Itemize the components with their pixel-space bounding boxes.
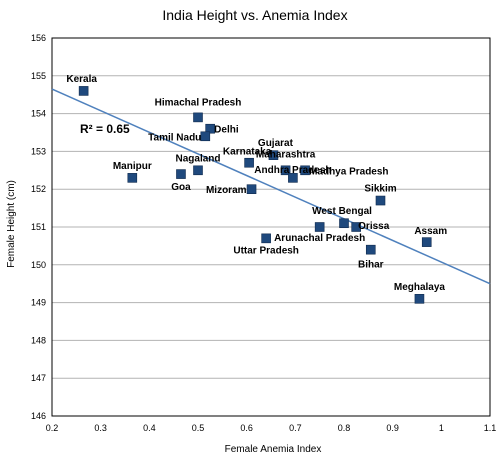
- data-point: [280, 165, 291, 176]
- point-label: Bihar: [358, 260, 384, 271]
- y-tick-label: 150: [31, 260, 46, 270]
- y-tick-label: 148: [31, 335, 46, 345]
- y-tick-label: 149: [31, 298, 46, 308]
- data-point: [200, 131, 211, 142]
- x-tick-label: 0.6: [240, 423, 253, 433]
- data-point: [78, 86, 89, 96]
- r-squared-annotation: R² = 0.65: [80, 122, 130, 136]
- point-label: Uttar Pradesh: [233, 245, 299, 256]
- data-points: [78, 86, 432, 304]
- point-label: Nagaland: [175, 153, 220, 164]
- chart-title: India Height vs. Anemia Index: [162, 7, 347, 23]
- y-tick-label: 151: [31, 222, 46, 232]
- y-tick-label: 156: [31, 33, 46, 43]
- point-label: Gujarat: [258, 138, 294, 149]
- point-label: Tamil Nadu: [148, 132, 201, 143]
- data-point: [414, 294, 425, 304]
- point-label: West Bengal: [312, 206, 372, 217]
- point-label: Arunachal Pradesh: [274, 233, 365, 244]
- point-label: Delhi: [214, 125, 239, 136]
- x-tick-label: 0.8: [338, 423, 351, 433]
- point-label: Karnataka: [223, 147, 272, 158]
- x-tick-label: 0.7: [289, 423, 302, 433]
- trendline: [51, 88, 491, 285]
- x-tick-label: 0.4: [143, 423, 156, 433]
- data-point: [339, 218, 349, 229]
- data-point: [246, 184, 257, 194]
- x-tick-label: 1: [439, 423, 444, 433]
- point-label: Himachal Pradesh: [155, 97, 242, 108]
- y-tick-label: 155: [31, 71, 46, 81]
- point-label: Maharashtra: [256, 149, 316, 160]
- x-tick-label: 1.1: [484, 423, 497, 433]
- data-point: [193, 112, 203, 123]
- point-label: Sikkim: [364, 184, 396, 195]
- y-tick-label: 147: [31, 373, 46, 383]
- data-point: [421, 237, 432, 247]
- x-tick-label: 0.9: [386, 423, 399, 433]
- x-axis-title: Female Anemia Index: [225, 444, 322, 455]
- x-tick-label: 0.3: [94, 423, 107, 433]
- point-label: Mizoram: [206, 185, 247, 196]
- point-label: Orissa: [358, 221, 390, 232]
- point-labels: Kerala Himachal Pradesh Delhi Tamil Nadu Guj…: [66, 74, 447, 293]
- data-point: [288, 173, 298, 183]
- y-tick-label: 153: [31, 146, 46, 156]
- data-point: [314, 222, 325, 232]
- x-tick-labels: 0.2 0.3 0.4 0.5 0.6 0.7 0.8 0.9 1 1.1: [46, 423, 497, 433]
- data-point: [375, 195, 386, 206]
- data-point: [205, 123, 215, 134]
- data-point: [244, 157, 254, 168]
- x-tick-label: 0.2: [46, 423, 59, 433]
- y-tick-label: 154: [31, 109, 46, 119]
- point-label: Andhra Pradesh: [254, 165, 331, 176]
- point-label: Manipur: [113, 161, 152, 172]
- data-point: [365, 244, 376, 255]
- point-label: Meghalaya: [394, 282, 446, 293]
- data-point: [193, 165, 203, 176]
- data-point: [176, 169, 186, 179]
- x-tick-label: 0.5: [192, 423, 205, 433]
- data-point: [351, 222, 361, 232]
- data-point: [261, 233, 271, 244]
- point-label: Goa: [171, 182, 191, 193]
- y-axis-title: Female Height (cm): [6, 180, 17, 268]
- data-point: [300, 165, 310, 176]
- point-label: Kerala: [66, 74, 97, 85]
- plot-area: [51, 37, 491, 417]
- data-point: [268, 150, 279, 160]
- data-point: [127, 173, 138, 183]
- y-tick-labels: 146 147 148 149 150 151 152 153 154 155 156: [31, 33, 46, 421]
- y-tick-label: 152: [31, 184, 46, 194]
- y-tick-label: 146: [31, 411, 46, 421]
- point-label: Assam: [414, 226, 447, 237]
- point-label: Madhya Pradesh: [309, 166, 388, 177]
